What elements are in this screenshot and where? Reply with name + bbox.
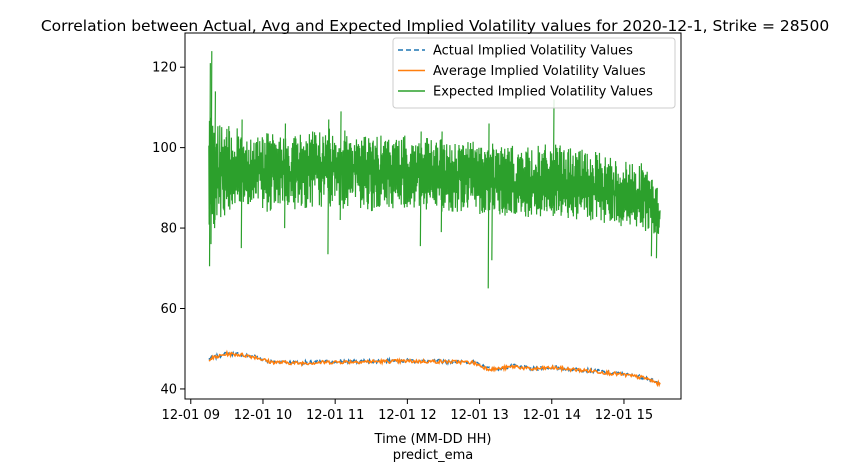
y-tick-label: 120 — [152, 61, 177, 76]
legend: Actual Implied Volatility Values Average … — [392, 37, 676, 109]
chart-title: Correlation between Actual, Avg and Expe… — [41, 17, 829, 35]
x-tick-label: 12-01 13 — [450, 408, 508, 423]
series-1 — [208, 350, 661, 387]
legend-label: Average Implied Volatility Values — [433, 64, 646, 79]
x-tick-label: 12-01 09 — [162, 408, 220, 423]
y-tick-label: 100 — [152, 141, 177, 156]
y-tick-label: 60 — [160, 302, 177, 317]
y-tick-label: 80 — [160, 222, 177, 237]
series-line-actual — [208, 350, 661, 387]
y-tick-label: 40 — [160, 382, 177, 397]
x-axis: 12-01 09 12-01 10 12-01 11 12-01 12 12-01 13… — [162, 399, 653, 423]
plot-frame — [184, 32, 682, 400]
series-line-average — [208, 349, 661, 388]
x-axis-sublabel: predict_ema — [393, 448, 474, 463]
series-layer — [208, 51, 661, 388]
legend-entry: Expected Implied Volatility Values — [398, 85, 653, 100]
x-tick-label: 12-01 15 — [595, 408, 653, 423]
series-2 — [208, 349, 661, 388]
series-line-expected — [208, 51, 661, 289]
x-axis-label: Time (MM-DD HH) — [374, 432, 492, 447]
x-tick-label: 12-01 10 — [234, 408, 292, 423]
legend-box — [392, 37, 676, 109]
x-tick-label: 12-01 11 — [306, 408, 364, 423]
y-axis: 40 60 80 100 120 — [152, 61, 185, 397]
series-3 — [208, 51, 661, 289]
legend-label: Expected Implied Volatility Values — [433, 85, 653, 100]
legend-label: Actual Implied Volatility Values — [433, 44, 633, 59]
x-tick-label: 12-01 12 — [378, 408, 436, 423]
x-tick-label: 12-01 14 — [523, 408, 581, 423]
legend-entry: Average Implied Volatility Values — [398, 64, 646, 79]
legend-entry: Actual Implied Volatility Values — [398, 44, 633, 59]
plot-area — [184, 32, 682, 400]
